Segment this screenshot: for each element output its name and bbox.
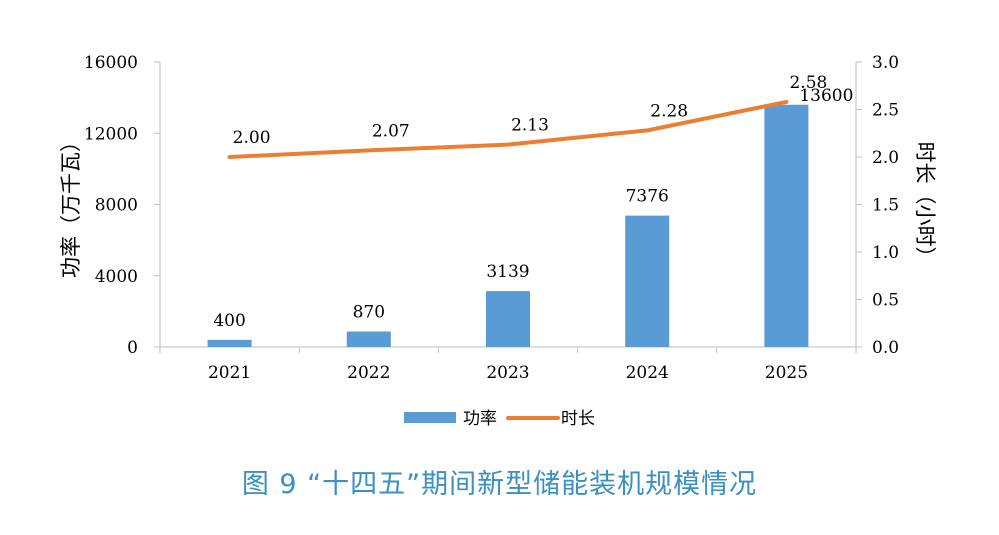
bar-value-label: 400	[213, 311, 245, 331]
x-tick-label: 2022	[347, 363, 390, 383]
y-left-axis-title: 功率（万千瓦）	[59, 131, 83, 278]
x-tick-label: 2025	[765, 363, 808, 383]
line-point-2023	[506, 143, 510, 147]
bar-value-label: 7376	[626, 187, 669, 207]
left-tick-label: 12000	[84, 124, 138, 144]
bar-value-label: 3139	[486, 262, 529, 282]
y-right-axis-title: 时长（小时）	[913, 142, 937, 268]
line-point-2022	[367, 148, 371, 152]
figure-caption: 图 9 “十四五”期间新型储能装机规模情况	[241, 469, 758, 500]
legend-label-power: 功率	[463, 409, 497, 429]
right-tick-label: 3.0	[872, 53, 899, 73]
duration-line	[227, 99, 789, 159]
bar-2022	[346, 331, 391, 347]
line-value-label: 2.13	[511, 116, 549, 136]
bar-2024	[625, 215, 670, 347]
left-tick-label: 4000	[95, 267, 138, 287]
x-tick-label: 2023	[486, 363, 529, 383]
left-tick-label: 16000	[84, 53, 138, 73]
line-value-label: 2.07	[372, 121, 410, 141]
right-tick-label: 0.0	[872, 338, 899, 358]
line-value-label: 2.28	[650, 101, 688, 121]
bar-value-label: 13600	[799, 86, 853, 106]
x-tick-label: 2024	[626, 363, 669, 383]
legend: 功率 时长	[404, 409, 595, 429]
right-tick-label: 2.0	[872, 148, 899, 168]
line-point-2024	[645, 128, 649, 132]
line-value-label: 2.00	[233, 128, 271, 148]
x-tick-label: 2021	[208, 363, 251, 383]
left-tick-label: 0	[127, 338, 138, 358]
line-value-label: 2.58	[789, 73, 827, 93]
bar-value-label: 870	[353, 303, 385, 323]
right-tick-label: 2.5	[872, 101, 899, 121]
legend-swatch-power	[404, 412, 456, 423]
data-labels: 400 870 3139 7376 13600 2.00 2.07 2.13 2.28 2.58	[213, 73, 853, 331]
right-tick-label: 1.0	[872, 243, 899, 263]
bar-2021	[207, 339, 252, 347]
axes-group: 0 4000 8000 12000 16000 0.0 0.5 1.0 1.5 2.0 2.5 3.0…	[59, 53, 937, 383]
legend-label-duration: 时长	[561, 409, 595, 429]
line-series	[227, 99, 789, 159]
bar-series	[207, 104, 809, 347]
bar-2025	[764, 104, 809, 347]
combo-chart: 0 4000 8000 12000 16000 0.0 0.5 1.0 1.5 2.0 2.5 3.0…	[59, 53, 937, 429]
right-tick-label: 1.5	[872, 196, 899, 216]
line-point-2025	[784, 100, 788, 104]
right-tick-label: 0.5	[872, 291, 899, 311]
left-tick-label: 8000	[95, 196, 138, 216]
bar-2023	[486, 291, 530, 347]
line-point-2021	[228, 155, 232, 159]
